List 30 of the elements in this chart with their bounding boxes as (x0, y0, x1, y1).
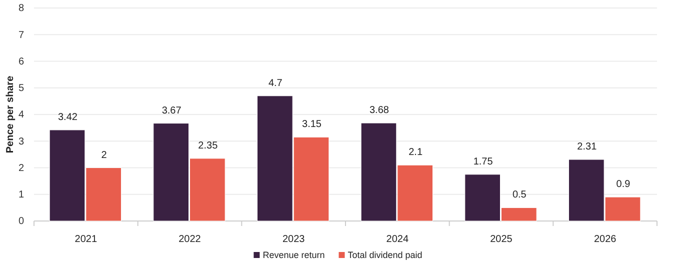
data-label: 3.67 (162, 105, 182, 116)
data-label: 0.5 (512, 190, 527, 201)
data-label: 2.1 (408, 147, 423, 158)
y-tick-label: 0 (18, 216, 24, 228)
y-tick-label: 8 (18, 3, 24, 14)
x-tick-label: 2024 (386, 234, 409, 246)
data-label: 3.15 (302, 119, 322, 130)
data-label: 2 (101, 150, 108, 161)
data-label: 1.75 (473, 156, 494, 168)
x-tick-label: 2025 (490, 234, 513, 246)
data-label: 2.35 (198, 140, 218, 152)
y-tick-label: 1 (18, 190, 24, 201)
y-tick-label: 6 (18, 56, 24, 68)
data-label: 2.31 (577, 141, 598, 152)
y-tick-label: 7 (18, 30, 24, 41)
legend-label: Total dividend paid (348, 250, 422, 260)
y-tick-label: 4 (18, 110, 24, 121)
data-label: 3.68 (370, 105, 390, 116)
y-axis-title: Pence per share (5, 75, 16, 154)
data-label: 3.42 (58, 112, 78, 123)
y-tick-label: 3 (18, 136, 24, 148)
x-tick-label: 2021 (74, 234, 98, 246)
legend-label: Revenue return (262, 250, 325, 260)
x-tick-label: 2022 (178, 234, 202, 246)
data-label: 4.7 (268, 78, 283, 89)
y-tick-label: 5 (18, 83, 24, 94)
x-tick-label: 2026 (594, 234, 617, 246)
x-tick-label: 2023 (282, 234, 306, 246)
y-tick-label: 2 (18, 162, 24, 174)
data-label: 0.9 (616, 179, 631, 190)
